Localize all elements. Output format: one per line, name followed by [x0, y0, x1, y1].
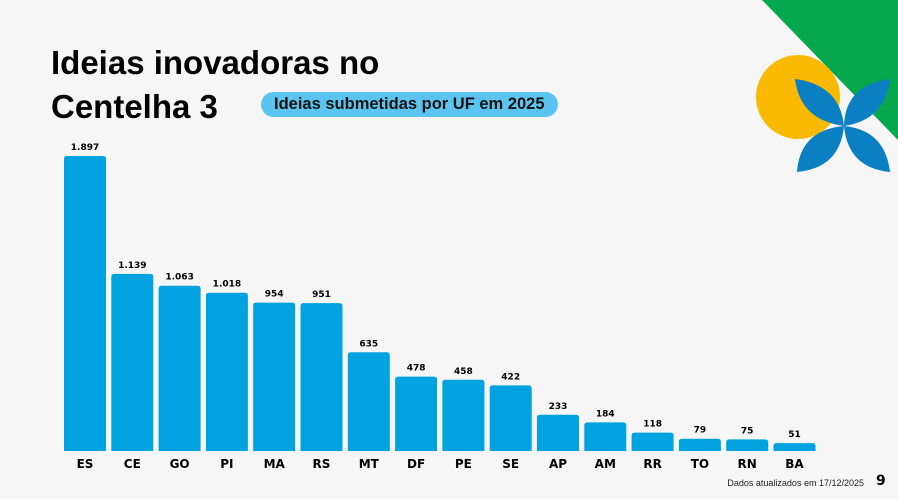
subtitle-badge: Ideias submetidas por UF em 2025 — [261, 92, 558, 117]
x-tick-label: ES — [77, 457, 94, 471]
butterfly-logo-icon — [795, 79, 890, 172]
x-tick-label: PE — [455, 457, 472, 471]
data-label: 1.897 — [71, 143, 99, 153]
x-tick-label: MA — [264, 457, 286, 471]
bar-BA — [773, 443, 816, 451]
bar-RR — [631, 432, 674, 451]
data-label: 422 — [501, 372, 520, 382]
footer-note: Dados atualizados em 17/12/2025 — [727, 478, 864, 488]
data-label: 118 — [643, 420, 662, 430]
bar-SE — [489, 385, 532, 451]
data-label: 1.139 — [118, 261, 146, 271]
bar-MT — [347, 352, 390, 451]
bar-AM — [584, 422, 627, 451]
data-label: 1.018 — [213, 280, 241, 290]
data-label: 954 — [265, 290, 284, 300]
x-tick-label: RN — [738, 457, 757, 471]
x-tick-label: DF — [407, 457, 425, 471]
x-tick-label: CE — [124, 457, 141, 471]
bar-DF — [395, 376, 438, 451]
x-tick-label: AP — [549, 457, 567, 471]
data-label: 1.063 — [165, 273, 193, 283]
x-tick-label: RS — [313, 457, 331, 471]
bar-ES — [64, 156, 106, 451]
page-title-line1: Ideias inovadoras no — [51, 44, 380, 81]
data-label: 478 — [407, 364, 426, 374]
x-tick-label: MT — [359, 457, 380, 471]
data-label: 75 — [741, 426, 754, 436]
bar-PI — [205, 292, 248, 451]
data-label: 951 — [312, 290, 331, 300]
x-tick-label: BA — [785, 457, 804, 471]
page-number: 9 — [876, 473, 886, 489]
bar-CE — [111, 273, 154, 451]
data-label: 233 — [549, 402, 568, 412]
data-label: 184 — [596, 409, 615, 419]
page-title-line2: Centelha 3 — [51, 88, 218, 125]
x-tick-label: TO — [691, 457, 709, 471]
bar-TO — [678, 438, 721, 451]
bar-GO — [158, 285, 201, 451]
bar-MA — [253, 302, 296, 451]
x-tick-label: SE — [502, 457, 519, 471]
bar-AP — [537, 414, 579, 451]
data-label: 51 — [788, 430, 801, 440]
data-label: 79 — [694, 426, 707, 436]
data-label: 635 — [359, 339, 378, 349]
data-label: 458 — [454, 367, 473, 377]
x-tick-label: GO — [170, 457, 190, 471]
bar-PE — [442, 379, 485, 451]
x-tick-label: AM — [595, 457, 616, 471]
x-tick-label: PI — [220, 457, 233, 471]
x-tick-label: RR — [643, 457, 661, 471]
bar-RS — [300, 303, 343, 451]
bar-RN — [726, 439, 769, 451]
